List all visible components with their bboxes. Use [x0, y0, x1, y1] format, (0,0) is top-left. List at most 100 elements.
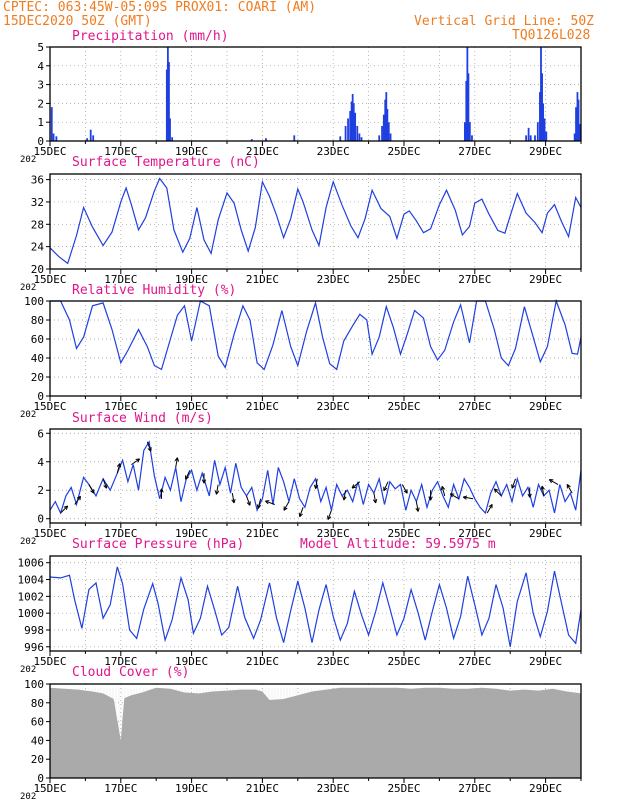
precip-bar — [171, 137, 174, 141]
precip-bar — [378, 135, 381, 141]
pres-y-tick-label: 1006 — [18, 557, 45, 570]
precip-bar — [541, 73, 543, 141]
year-label-fragment: 202 — [20, 537, 36, 547]
precip-y-tick-label: 3 — [37, 79, 44, 92]
wind-arrow — [541, 486, 545, 497]
wind-arrow-head — [185, 475, 190, 480]
pres-title: Surface Pressure (hPa) — [72, 537, 245, 552]
precip-panel — [46, 46, 582, 146]
cloud-panel — [46, 683, 582, 783]
wind-arrow — [486, 504, 493, 514]
precip-bar — [351, 94, 354, 141]
precip-bar — [250, 139, 253, 141]
header-line-1: CPTEC: 063:45W-05:09S PROX01: COARI (AM) — [3, 0, 317, 15]
x-tick-label: 15DEC — [33, 527, 66, 540]
precip-bar — [358, 133, 361, 141]
temp-series-line — [49, 177, 582, 265]
temp-y-tick-label: 32 — [31, 196, 44, 209]
precip-bar — [293, 135, 296, 141]
wind-arrow — [231, 493, 235, 504]
x-tick-label: 27DEC — [458, 655, 491, 668]
temp-frame — [49, 173, 582, 270]
wind-arrow — [299, 507, 304, 517]
cloud-y-tick-label: 0 — [37, 772, 44, 785]
rh-y-tick-label: 0 — [37, 390, 44, 403]
wind-arrow-head — [174, 457, 179, 462]
temp-y-tick-label: 28 — [31, 218, 44, 231]
cloud-cover-area — [50, 687, 581, 778]
wind-arrow — [146, 441, 152, 452]
temp-title: Surface Temperature (nC) — [72, 155, 260, 170]
wind-arrow — [415, 501, 419, 512]
cloud-y-tick-label: 20 — [31, 753, 44, 766]
wind-arrow — [373, 493, 377, 504]
precip-bar — [465, 80, 468, 141]
wind-arrow-head — [372, 498, 378, 504]
pres-y-tick-label: 998 — [24, 624, 44, 637]
precip-frame — [49, 46, 582, 142]
x-tick-label: 25DEC — [387, 400, 420, 413]
wind-arrow — [441, 486, 446, 497]
wind-arrow-head — [548, 479, 554, 484]
x-tick-label: 21DEC — [246, 527, 279, 540]
wind-arrow-head — [462, 495, 468, 500]
precip-bar — [576, 92, 579, 141]
x-tick-label: 19DEC — [175, 527, 208, 540]
x-tick-label: 29DEC — [529, 782, 562, 795]
precip-bar — [360, 137, 363, 141]
precip-bar — [467, 73, 470, 141]
wind-arrow-head — [63, 505, 69, 510]
x-tick-label: 27DEC — [458, 145, 491, 158]
precip-bar — [468, 122, 471, 141]
wind-arrow — [566, 484, 573, 494]
x-tick-label: 27DEC — [458, 400, 491, 413]
rh-y-tick-label: 100 — [24, 295, 44, 308]
wind-arrow — [283, 501, 290, 511]
precip-y-tick-label: 5 — [37, 41, 44, 54]
precip-bar — [89, 129, 92, 141]
rh-title: Relative Humidity (%) — [72, 283, 237, 298]
wind-arrow — [315, 478, 318, 489]
precip-bar — [573, 133, 576, 141]
pres-panel — [46, 555, 582, 656]
precip-bar — [466, 47, 469, 141]
wind-arrow-head — [214, 490, 220, 495]
wind-arrow-head — [76, 495, 82, 501]
x-tick-label: 15DEC — [33, 145, 66, 158]
x-tick-label: 19DEC — [175, 782, 208, 795]
header-line-2: 15DEC2020 50Z (GMT) — [3, 14, 152, 29]
x-tick-label: 23DEC — [317, 145, 350, 158]
pres-series-line — [49, 566, 582, 647]
x-tick-label: 23DEC — [317, 527, 350, 540]
precip-bar — [265, 138, 267, 141]
precip-bar — [50, 107, 53, 141]
wind-arrow-head — [327, 515, 332, 520]
wind-arrow — [449, 493, 460, 500]
cloud-y-tick-label: 80 — [31, 697, 44, 710]
x-tick-label: 27DEC — [458, 782, 491, 795]
wind-arrow-head — [342, 496, 347, 501]
cloud-y-tick-label: 60 — [31, 716, 44, 729]
wind-arrow — [102, 478, 107, 489]
x-tick-label: 17DEC — [104, 527, 137, 540]
x-tick-label: 19DEC — [175, 400, 208, 413]
x-tick-label: 15DEC — [33, 655, 66, 668]
precip-bar — [463, 122, 466, 141]
wind-arrow-head — [231, 498, 236, 504]
precip-bar — [386, 109, 389, 141]
precip-bar — [344, 125, 347, 141]
precip-bar — [529, 135, 532, 141]
precip-bar — [525, 135, 528, 141]
model-code: TQ0126L028 — [512, 28, 591, 43]
precip-bar — [165, 69, 168, 141]
wind-arrow-head — [428, 496, 433, 501]
x-tick-label: 21DEC — [246, 273, 279, 286]
precip-title: Precipitation (mm/h) — [72, 29, 229, 44]
precip-bar — [534, 135, 536, 141]
wind-arrow-head — [135, 458, 141, 463]
x-tick-label: 17DEC — [104, 145, 137, 158]
x-tick-label: 21DEC — [246, 400, 279, 413]
wind-y-tick-label: 2 — [37, 484, 44, 497]
x-tick-label: 29DEC — [529, 527, 562, 540]
pres-y-tick-label: 996 — [24, 641, 44, 654]
